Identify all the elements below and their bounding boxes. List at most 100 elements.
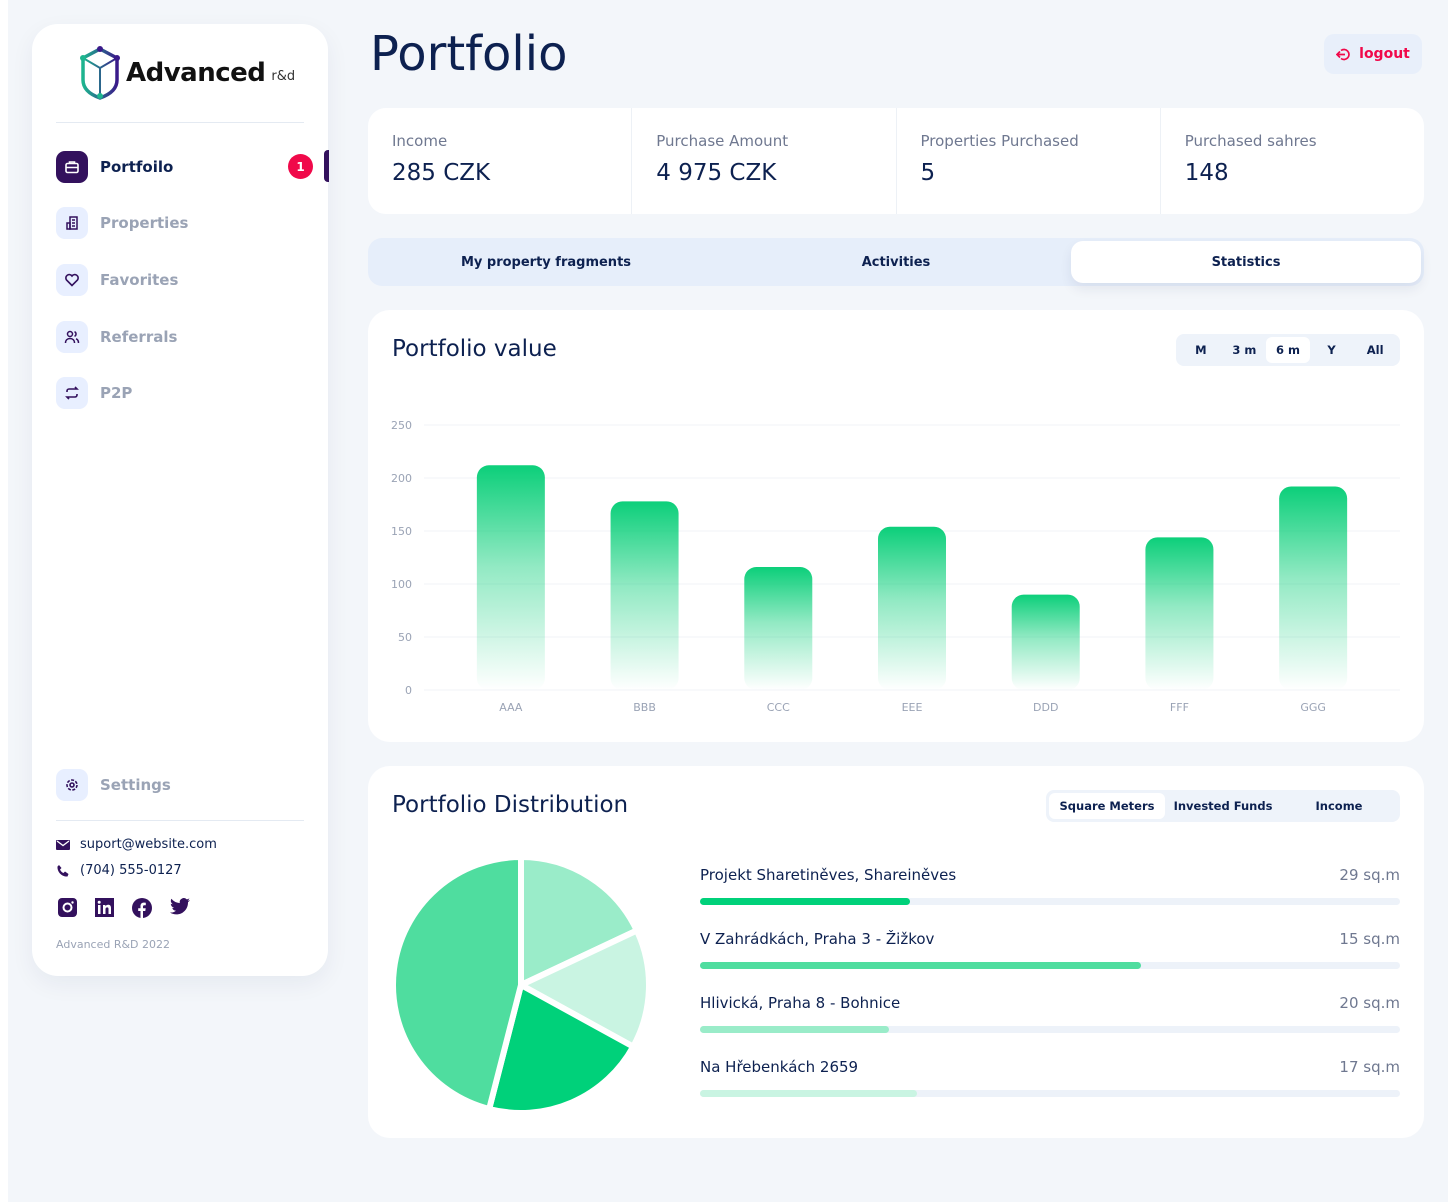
stat-purchase-amount: Purchase Amount 4 975 CZK [632,108,897,214]
property-name: Na Hřebenkách 2659 [700,1058,859,1076]
brand-sub: r&d [271,68,296,84]
sidebar-item-p2p[interactable]: P2P [56,376,328,410]
stat-label: Income [392,132,448,150]
property-value: 29 sq.m [1339,866,1400,884]
logout-button[interactable]: logout [1324,34,1422,74]
logout-icon [1336,48,1350,60]
linkedin-icon[interactable] [95,898,114,917]
distribution-item: Projekt Sharetiněves, Shareiněves 29 sq.m [700,866,1400,905]
sidebar-item-label: Properties [100,214,189,232]
portfolio-value-card: Portfolio value M 3 m 6 m Y All 0 50 100 15… [368,310,1424,742]
divider [56,122,304,123]
x-tick-label: DDD [1033,701,1058,714]
twitter-icon[interactable] [170,898,190,915]
tab-invested-funds[interactable]: Invested Funds [1173,799,1273,813]
progress-fill [700,1090,917,1097]
stat-value: 4 975 CZK [656,160,777,186]
facebook-icon[interactable] [132,898,152,918]
progress-track [700,898,1400,905]
divider [56,820,304,821]
contact-phone[interactable]: (704) 555-0127 [56,863,182,878]
mail-icon [56,839,70,850]
property-name: Projekt Sharetiněves, Shareiněves [700,866,957,884]
main-tabs: My property fragments Activities Statist… [368,238,1424,286]
email-text: suport@website.com [80,837,217,852]
x-tick-label: FFF [1170,701,1189,714]
briefcase-icon [56,151,88,183]
bar[interactable] [744,567,813,690]
bar[interactable] [878,526,946,690]
stat-value: 5 [920,160,936,186]
property-value: 15 sq.m [1339,930,1400,948]
distribution-item: Hlivická, Praha 8 - Bohnice 20 sq.m [700,994,1400,1033]
page-title: Portfolio [370,26,568,82]
y-tick-label: 100 [391,578,412,591]
users-icon [56,321,88,353]
bar[interactable] [1279,486,1348,690]
sidebar-item-referrals[interactable]: Referrals [56,320,328,354]
pie-slice[interactable] [486,982,637,1116]
sidebar-item-properties[interactable]: Properties [56,206,328,240]
y-tick-label: 50 [398,631,412,644]
progress-track [700,1090,1400,1097]
progress-fill [700,962,1141,969]
tab-my-property-fragments[interactable]: My property fragments [460,254,632,270]
bar[interactable] [476,465,545,690]
sidebar-item-favorites[interactable]: Favorites [56,263,328,297]
gear-icon [56,769,88,801]
sidebar-item-label: P2P [100,384,133,402]
stat-label: Properties Purchased [920,132,1079,150]
building-icon [56,207,88,239]
bar[interactable] [1145,537,1214,690]
distribution-item: V Zahrádkách, Praha 3 - Žižkov 15 sq.m [700,930,1400,969]
x-tick-label: AAA [499,701,523,714]
pie-slice[interactable] [518,927,652,1050]
sidebar-item-settings[interactable]: Settings [56,768,328,802]
tab-income[interactable]: Income [1315,799,1363,813]
range-3m[interactable]: 3 m [1232,343,1257,357]
sidebar-item-label: Referrals [100,328,178,346]
progress-track [700,962,1400,969]
y-tick-label: 200 [391,472,412,485]
contact-email[interactable]: suport@website.com [56,837,217,852]
distribution-pie-chart [390,854,652,1116]
bar[interactable] [610,501,679,690]
social-links [58,898,190,918]
property-value: 17 sq.m [1339,1058,1400,1076]
brand-logo[interactable]: Advanced r&d [80,46,295,100]
progress-fill [700,1026,889,1033]
sidebar: Advanced r&d Portfoilo 1 Properties Favo… [32,24,329,976]
range-selector: M 3 m 6 m Y All [1176,334,1400,366]
portfolio-bar-chart: 0 50 100 150 200 250 AAA BBB CCC EEE DDD FFF GGG [391,419,1400,714]
range-y[interactable]: Y [1327,343,1336,357]
logout-label: logout [1359,46,1410,62]
tab-activities[interactable]: Activities [861,254,931,270]
sidebar-item-portfolio[interactable]: Portfoilo 1 [56,150,329,184]
pie-slice[interactable] [390,854,524,1112]
stat-properties-purchased: Properties Purchased 5 [897,108,1161,214]
tab-statistics[interactable]: Statistics [1071,241,1421,283]
pie-slice[interactable] [518,854,640,988]
property-name: Hlivická, Praha 8 - Bohnice [700,994,901,1012]
instagram-icon[interactable] [58,898,77,917]
x-tick-label: CCC [767,701,790,714]
progress-track [700,1026,1400,1033]
shield-logo-icon [80,46,120,100]
copyright: Advanced R&D 2022 [56,938,171,951]
sidebar-item-label: Settings [100,776,171,794]
range-m[interactable]: M [1195,343,1207,357]
range-all[interactable]: All [1366,343,1384,357]
stat-income: Income 285 CZK [368,108,633,214]
range-6m[interactable]: 6 m [1266,337,1310,363]
stat-purchased-shares: Purchased sahres 148 [1161,108,1424,214]
property-name: V Zahrádkách, Praha 3 - Žižkov [700,930,935,948]
x-tick-label: GGG [1300,701,1326,714]
stat-label: Purchased sahres [1184,132,1317,150]
distribution-item: Na Hřebenkách 2659 17 sq.m [700,1058,1400,1097]
x-tick-label: EEE [902,701,923,714]
y-tick-label: 250 [391,419,412,432]
tab-square-meters[interactable]: Square Meters [1049,793,1165,819]
bar[interactable] [1011,594,1080,690]
heart-icon [56,264,88,296]
active-indicator [324,150,329,182]
